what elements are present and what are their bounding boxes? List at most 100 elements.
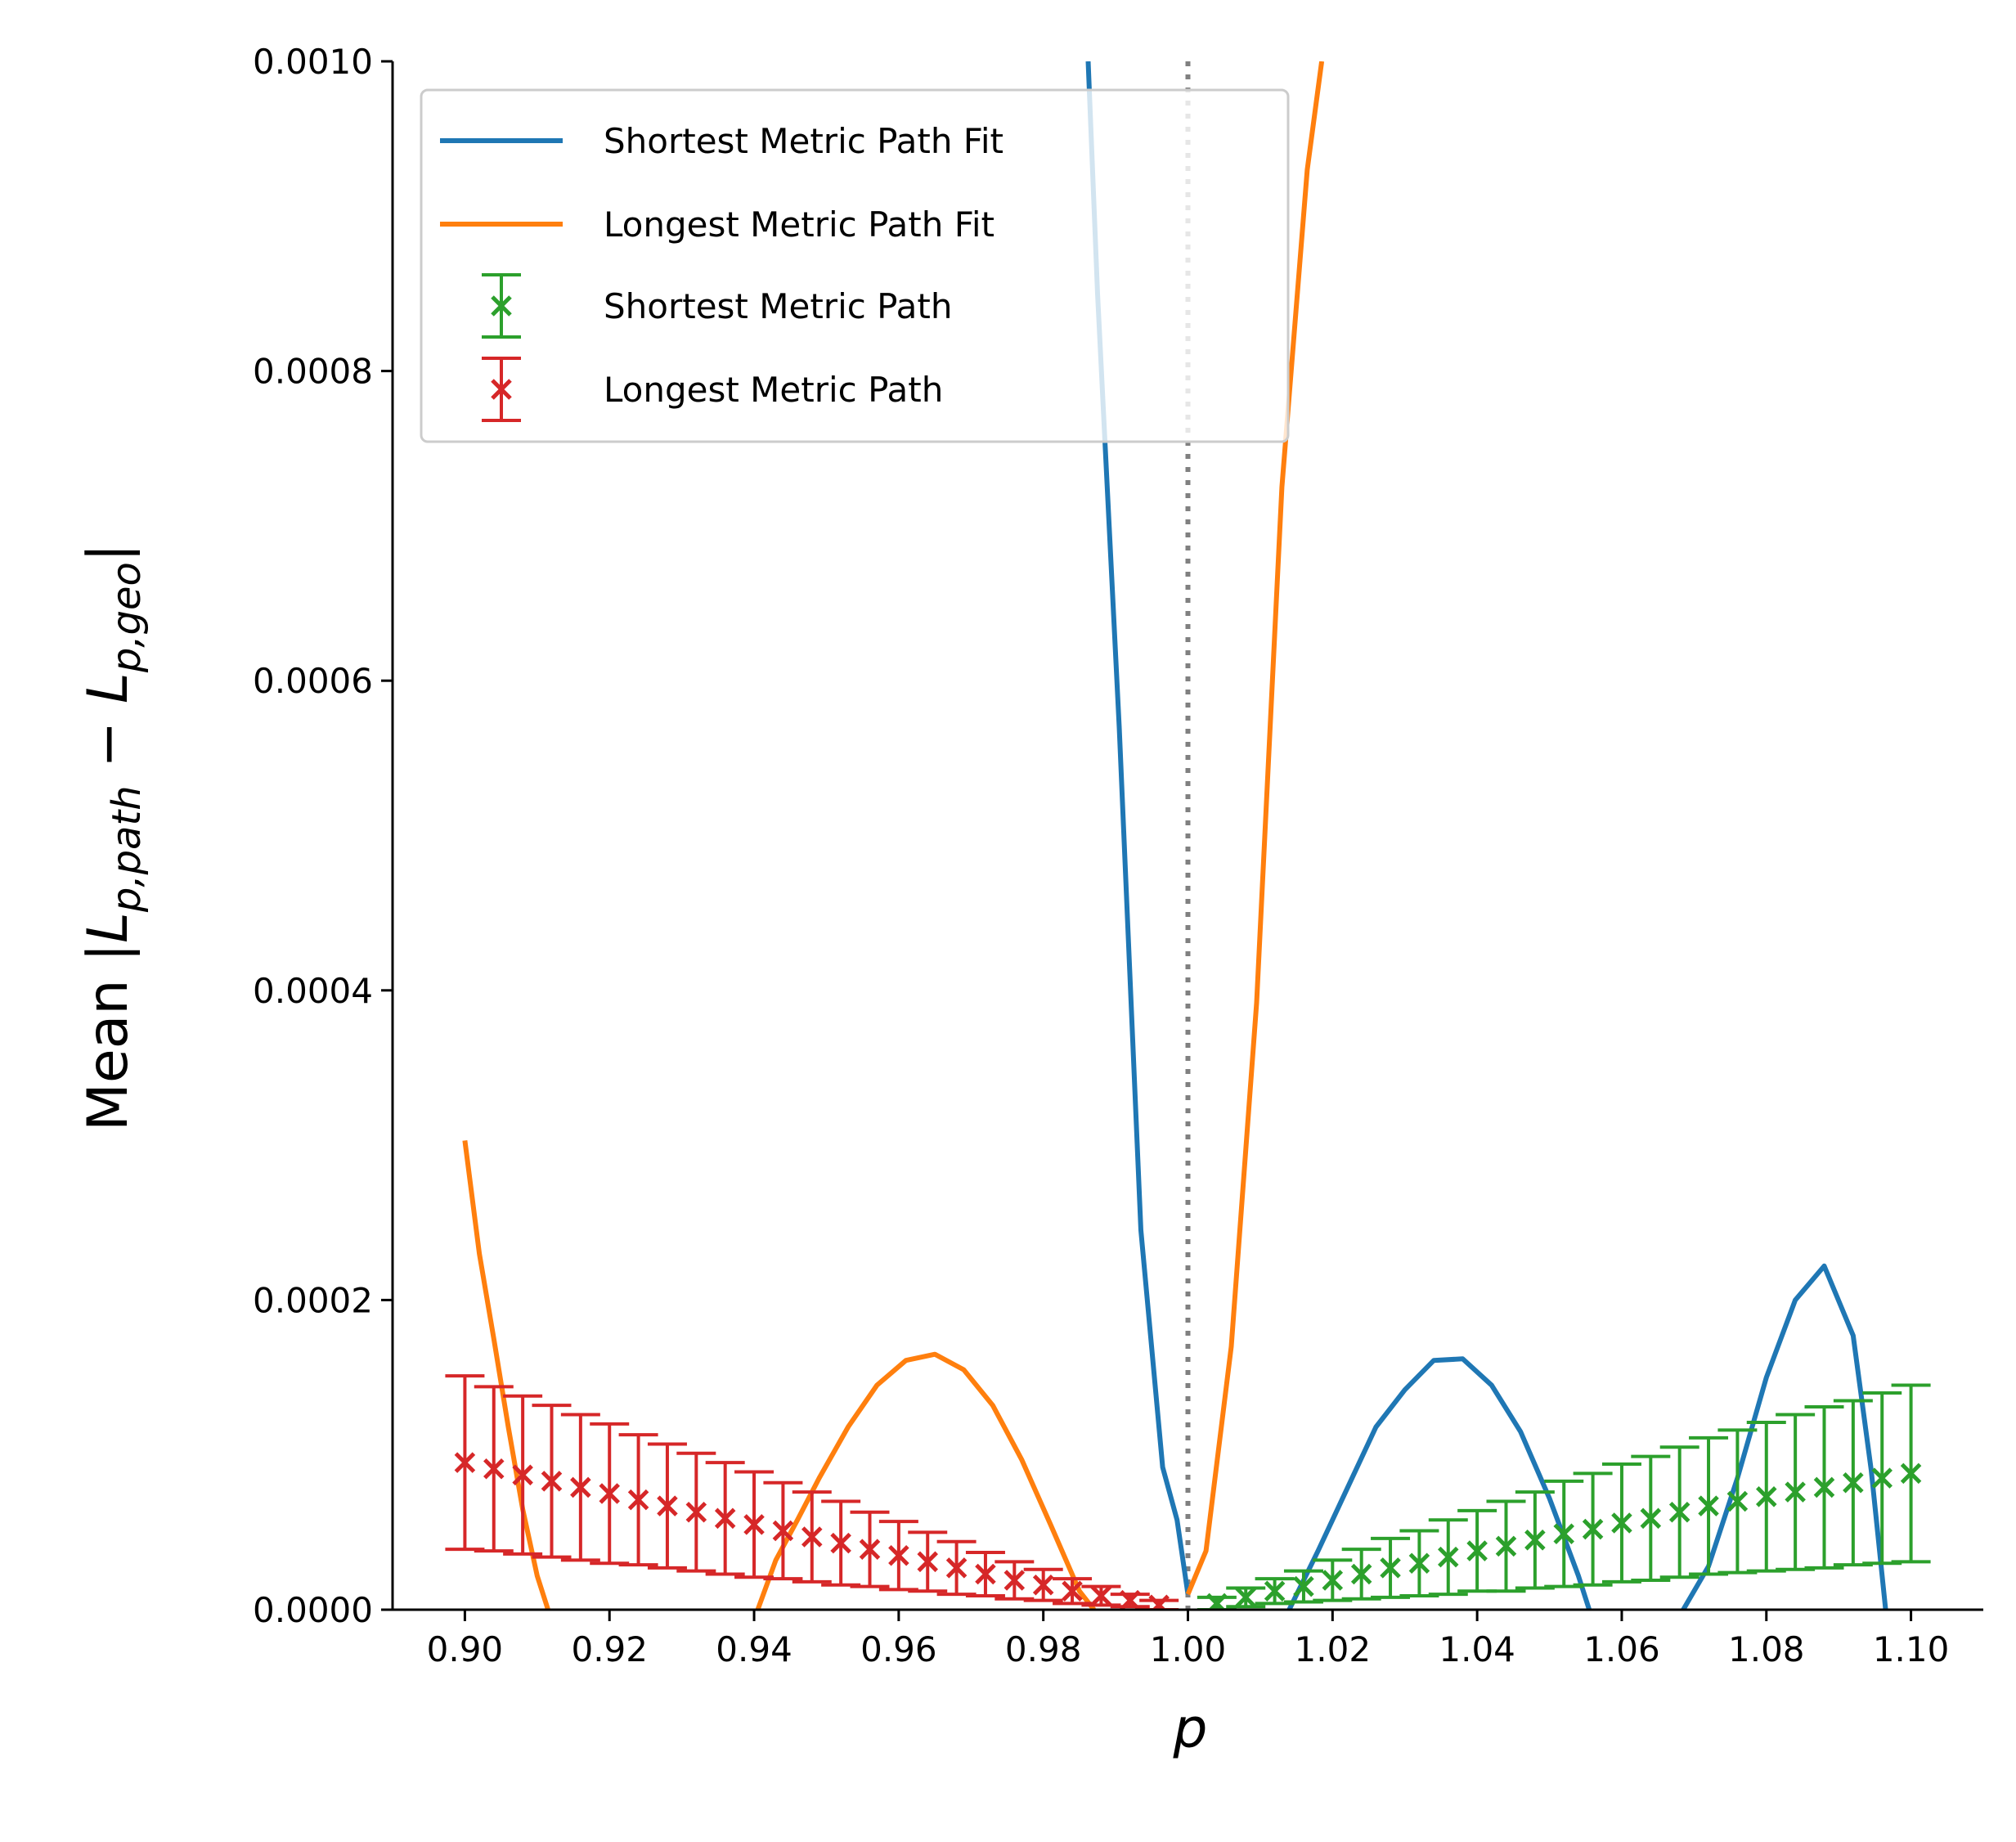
x-marker (599, 1483, 620, 1504)
x-tick-label: 1.08 (1728, 1629, 1805, 1669)
longest-metric-path-point (1139, 1594, 1179, 1610)
x-marker (1090, 1585, 1112, 1606)
legend-box (420, 88, 1290, 443)
x-marker (945, 1557, 968, 1579)
shortest-metric-path-point (1689, 1435, 1729, 1576)
shortest-metric-path-point (1862, 1390, 1902, 1566)
y-tick-label: 0.0010 (253, 42, 373, 82)
longest-metric-path-point (590, 1422, 630, 1566)
shortest-metric-path-point (1226, 1586, 1266, 1609)
axes: 0.90 0.92 0.94 0.96 0.98 1.00 1.02 1.04 1.06 1.08… (76, 42, 1983, 1760)
x-marker (1350, 1563, 1372, 1585)
x-marker (1582, 1518, 1604, 1540)
longest-metric-path-point (474, 1385, 514, 1553)
x-marker (1843, 1472, 1864, 1494)
shortest-metric-path-point (1341, 1548, 1381, 1601)
x-marker (1640, 1507, 1662, 1530)
shortest-metric-path-point (1313, 1558, 1353, 1602)
x-tick-label: 1.02 (1295, 1629, 1372, 1669)
longest-metric-path-point (995, 1560, 1035, 1601)
y-axis-label-part: | (76, 543, 141, 562)
x-tick-label: 0.92 (571, 1629, 648, 1669)
x-marker (1264, 1580, 1286, 1602)
x-marker (830, 1532, 851, 1554)
shortest-metric-path-point (1486, 1499, 1526, 1593)
y-axis-label-part: − (76, 703, 141, 785)
legend-x-marker (491, 295, 512, 317)
shortest-metric-path-point (1515, 1490, 1555, 1590)
y-axis-label-part: L (76, 672, 141, 703)
longest-metric-path-point (647, 1442, 687, 1570)
longest-metric-path-point (936, 1539, 977, 1597)
y-axis-label-part: L (76, 912, 141, 943)
longest-metric-path-point (908, 1530, 948, 1593)
x-marker (1871, 1467, 1893, 1489)
x-marker (801, 1526, 823, 1548)
shortest-metric-path-point (1833, 1399, 1873, 1567)
longest-metric-path-point (676, 1451, 716, 1573)
x-marker (454, 1452, 476, 1473)
y-axis-label-part: p,path (104, 785, 150, 913)
longest-metric-path-point (618, 1433, 658, 1567)
x-marker (1726, 1490, 1749, 1512)
y-tick-label: 0.0006 (253, 661, 373, 701)
x-marker (483, 1458, 505, 1480)
x-tick-label: 0.90 (427, 1629, 504, 1669)
shortest-metric-path-point (1371, 1536, 1411, 1599)
shortest-metric-path-point (1631, 1454, 1671, 1583)
x-marker (1495, 1535, 1517, 1557)
shortest-metric-path-point (1457, 1508, 1497, 1593)
longest-metric-path-point (792, 1490, 832, 1584)
x-marker (657, 1495, 678, 1516)
x-marker (570, 1476, 591, 1498)
x-marker (1322, 1570, 1344, 1591)
legend-entry: Longest Metric Path (482, 357, 943, 422)
shortest-metric-path-point (1428, 1518, 1468, 1597)
longest-metric-path-point (705, 1461, 745, 1576)
shortest-metric-path-point (1776, 1413, 1816, 1571)
shortest-metric-path-point (1399, 1529, 1439, 1597)
x-tick-label: 0.98 (1005, 1629, 1082, 1669)
legend-label: Longest Metric Path (604, 370, 943, 410)
x-marker (1120, 1589, 1141, 1610)
x-marker (512, 1464, 533, 1486)
longest-metric-path-point (850, 1510, 890, 1588)
x-marker (1466, 1540, 1488, 1561)
longest-metric-path-point (763, 1480, 803, 1581)
shortest-metric-path-point (1601, 1462, 1641, 1584)
x-marker (917, 1551, 938, 1573)
x-marker (743, 1514, 765, 1535)
x-tick-label: 1.06 (1583, 1629, 1660, 1669)
shortest-metric-path-point (1573, 1471, 1613, 1587)
x-tick-label: 0.96 (860, 1629, 937, 1669)
y-tick-label: 0.0000 (253, 1590, 373, 1630)
x-marker (1524, 1530, 1546, 1551)
longest-metric-path-point (445, 1374, 485, 1552)
shortest-metric-path-point (1746, 1420, 1786, 1573)
x-marker (772, 1520, 794, 1542)
y-tick-label: 0.0004 (253, 971, 373, 1011)
shortest-metric-path-point (1255, 1577, 1295, 1606)
shortest-metric-path-point (1804, 1405, 1844, 1570)
x-marker (1032, 1574, 1054, 1596)
legend-x-marker (491, 379, 512, 400)
legend: Shortest Metric Path Fit Longest Metric P… (420, 88, 1290, 443)
longest-metric-path-point (1110, 1589, 1150, 1610)
x-marker (1785, 1481, 1806, 1503)
longest-metric-path-fit-segment-3 (462, 1140, 550, 1610)
longest-metric-path-fit-segment-4 (755, 1351, 1096, 1610)
x-tick-label: 1.00 (1150, 1629, 1227, 1669)
longest-metric-path-point (965, 1550, 1005, 1597)
shortest-metric-path-point (1717, 1428, 1758, 1575)
x-marker (1380, 1557, 1401, 1579)
legend-entry: Longest Metric Path Fit (440, 204, 995, 245)
x-tick-label: 1.10 (1873, 1629, 1950, 1669)
longest-metric-path-point (503, 1394, 543, 1556)
x-marker (1408, 1552, 1430, 1574)
shortest-metric-path-point (1659, 1445, 1699, 1579)
y-axis-label-part: Mean (76, 962, 141, 1131)
x-marker (1235, 1587, 1256, 1608)
y-tick-label: 0.0002 (253, 1280, 373, 1320)
shortest-metric-path-point (1891, 1383, 1931, 1564)
